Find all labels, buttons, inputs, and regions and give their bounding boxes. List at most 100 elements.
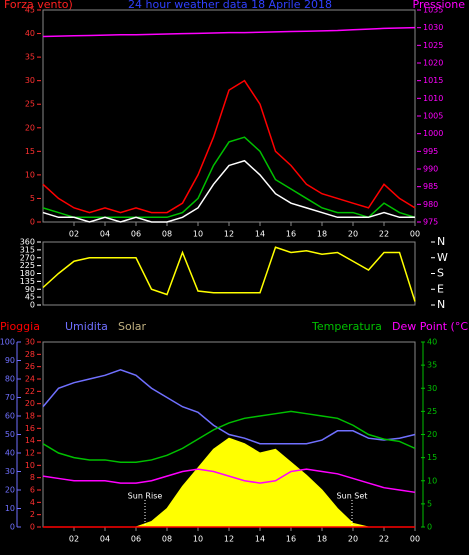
x-tick-label: 06: [131, 230, 141, 239]
y-tick-label: 30: [5, 467, 15, 476]
y-tick-label: 25: [427, 407, 437, 416]
series-line: [42, 246, 416, 302]
solar-area: [43, 437, 415, 528]
x-tick-label: 14: [255, 230, 265, 239]
y-tick-label: 0: [30, 301, 35, 310]
y-tick-label: 40: [427, 338, 437, 347]
legend-label: Dew Point (°C): [392, 320, 469, 333]
chart-title: 24 hour weather data 18 Aprile 2018: [128, 0, 332, 11]
series-line: [42, 159, 415, 223]
y-tick-label: E: [437, 282, 444, 295]
y-tick-label: 2: [30, 510, 35, 519]
y-tick-label: 26: [25, 362, 35, 371]
legend-label: Pioggia: [0, 320, 40, 333]
legend-label: Temperatura: [311, 320, 382, 333]
x-tick-label: 02: [69, 230, 79, 239]
y-tick-label: 4: [30, 498, 35, 507]
y-tick-label: 985: [423, 182, 438, 191]
x-tick-label: 22: [379, 230, 389, 239]
series-line: [42, 468, 416, 494]
y-tick-label: 1015: [423, 76, 443, 85]
y-tick-label: 1020: [423, 59, 443, 68]
series-line: [42, 26, 416, 38]
y-tick-label: S: [437, 267, 444, 280]
x-tick-label: 20: [348, 230, 358, 239]
y-tick-label: 20: [427, 430, 437, 439]
x-tick-label: 16: [286, 535, 296, 544]
y-tick-label: 40: [25, 29, 35, 38]
x-tick-label: 18: [317, 230, 327, 239]
y-tick-label: 5: [30, 194, 35, 203]
x-tick-label: 16: [286, 230, 296, 239]
y-tick-label: 28: [25, 350, 35, 359]
y-tick-label: 360: [20, 238, 35, 247]
y-tick-label: 8: [30, 473, 35, 482]
y-tick-label: N: [437, 298, 445, 311]
y-tick-label: 1000: [423, 129, 443, 138]
y-tick-label: 70: [5, 393, 15, 402]
x-tick-label: 20: [348, 535, 358, 544]
x-tick-label: 08: [162, 230, 172, 239]
y-tick-label: 180: [20, 269, 35, 278]
legend-label: Umidita: [65, 320, 108, 333]
y-tick-label: 10: [25, 170, 35, 179]
y-tick-label: W: [437, 251, 448, 264]
annotation: Sun Rise: [128, 492, 163, 501]
y-tick-label: 0: [30, 523, 35, 532]
x-tick-label: 10: [193, 230, 203, 239]
x-tick-label: 00: [410, 230, 420, 239]
y-tick-label: 0: [427, 523, 432, 532]
y-tick-label: 975: [423, 218, 438, 227]
y-tick-label: 5: [427, 499, 432, 508]
y-tick-label: 20: [25, 123, 35, 132]
y-tick-label: 50: [5, 430, 15, 439]
y-tick-label: 990: [423, 165, 438, 174]
y-tick-label: 14: [25, 436, 35, 445]
x-tick-label: 14: [255, 535, 265, 544]
y-tick-label: 1005: [423, 112, 443, 121]
x-tick-label: 00: [410, 535, 420, 544]
y-tick-label: 25: [25, 100, 35, 109]
y-tick-label: 20: [5, 486, 15, 495]
y2-axis-label: Pressione: [413, 0, 466, 11]
y-tick-label: N: [437, 235, 445, 248]
y-tick-label: 20: [25, 399, 35, 408]
y-tick-label: 1030: [423, 23, 443, 32]
y-tick-label: 35: [25, 53, 35, 62]
x-tick-label: 10: [193, 535, 203, 544]
y-tick-label: 90: [5, 356, 15, 365]
y-tick-label: 270: [20, 253, 35, 262]
y-tick-label: 30: [427, 384, 437, 393]
y-tick-label: 45: [25, 6, 35, 15]
y-tick-label: 60: [5, 412, 15, 421]
y-tick-label: 10: [5, 504, 15, 513]
x-tick-label: 02: [69, 535, 79, 544]
x-tick-label: 18: [317, 535, 327, 544]
y-tick-label: 15: [25, 147, 35, 156]
y-tick-label: 1010: [423, 94, 443, 103]
y-tick-label: 6: [30, 486, 35, 495]
y-tick-label: 12: [25, 449, 35, 458]
x-tick-label: 22: [379, 535, 389, 544]
x-tick-label: 06: [131, 535, 141, 544]
y-tick-label: 15: [427, 453, 437, 462]
y-tick-label: 22: [25, 387, 35, 396]
y-tick-label: 10: [427, 476, 437, 485]
legend-label: Solar: [118, 320, 147, 333]
y-tick-label: 0: [30, 218, 35, 227]
x-tick-label: 12: [224, 535, 234, 544]
annotation: Sun Set: [337, 492, 368, 501]
series-line: [42, 410, 416, 463]
y-tick-label: 315: [20, 245, 35, 254]
y-tick-label: 10: [25, 461, 35, 470]
y-tick-label: 100: [0, 338, 15, 347]
y-tick-label: 80: [5, 375, 15, 384]
series-line: [42, 79, 416, 214]
x-tick-label: 04: [100, 535, 110, 544]
y-tick-label: 35: [427, 361, 437, 370]
y-tick-label: 135: [20, 277, 35, 286]
y-tick-label: 1025: [423, 41, 443, 50]
y-tick-label: 16: [25, 424, 35, 433]
y-tick-label: 1035: [423, 6, 443, 15]
